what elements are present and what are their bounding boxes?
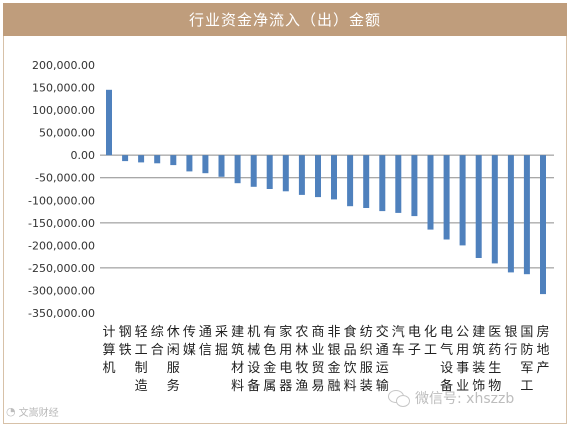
x-category-label: 通信 xyxy=(199,325,212,358)
bar xyxy=(395,155,402,213)
bar xyxy=(540,155,546,295)
bar xyxy=(170,155,177,166)
bar xyxy=(459,155,466,246)
bar xyxy=(315,155,321,198)
x-category-label: 公用事业 xyxy=(456,325,469,394)
x-category-label: 综合 xyxy=(151,325,164,358)
x-category-label: 建筑装饰 xyxy=(472,325,485,394)
source-watermark: ◔ 文嵩财经 xyxy=(6,404,59,419)
bar xyxy=(122,155,129,162)
wechat-watermark: 微信号: xhszzb xyxy=(388,388,514,408)
x-category-label: 食品饮料 xyxy=(344,324,357,394)
chart-frame xyxy=(3,3,567,424)
bar xyxy=(186,155,193,172)
x-category-label: 房地产 xyxy=(536,324,549,376)
bar xyxy=(507,155,514,273)
bar xyxy=(363,155,370,208)
x-category-label: 纺织服装 xyxy=(360,325,373,394)
bar xyxy=(491,155,498,264)
bar xyxy=(202,155,209,174)
bar xyxy=(234,155,241,184)
y-tick-label: -250,000.00 xyxy=(28,262,95,275)
grid-layer xyxy=(100,154,554,269)
x-category-label: 采掘 xyxy=(215,325,228,358)
y-tick-label: -350,000.00 xyxy=(28,307,95,320)
y-tick-label: -100,000.00 xyxy=(28,194,95,207)
bar xyxy=(379,155,386,212)
x-category-label: 汽车 xyxy=(392,325,405,358)
y-tick-label: 150,000.00 xyxy=(32,82,95,95)
y-tick-label: 50,000.00 xyxy=(39,127,95,140)
bar xyxy=(427,155,434,230)
y-axis-ticks: 200,000.00 150,000.00 100,000.00 50,000.00 0… xyxy=(28,59,95,320)
x-category-label: 国防军工 xyxy=(520,325,533,394)
x-category-label: 交通运输 xyxy=(376,324,389,394)
x-axis-category-labels: 计算机钢铁轻工制造综合休闲服务传媒通信采掘建筑材料机械设备有色金属家用电器农林牧… xyxy=(102,324,549,394)
x-category-label: 电气设备 xyxy=(440,325,453,394)
bar xyxy=(218,155,225,177)
bar xyxy=(411,155,418,217)
chart-title: 行业资金净流入（出）金额 xyxy=(3,3,567,36)
wechat-icon xyxy=(388,389,410,407)
bar xyxy=(443,155,450,240)
wechat-watermark-text: 微信号: xhszzb xyxy=(415,391,515,407)
y-tick-label: 100,000.00 xyxy=(32,104,95,117)
bar-series xyxy=(106,89,546,295)
bar xyxy=(347,155,354,207)
bar xyxy=(106,89,112,156)
weibo-icon: ◔ xyxy=(6,405,16,418)
y-tick-label: 0.00 xyxy=(71,149,96,162)
x-category-label: 电子 xyxy=(408,325,421,358)
x-category-label: 有色金属 xyxy=(263,325,276,394)
x-category-label: 农林牧渔 xyxy=(295,325,308,394)
x-category-label: 银行 xyxy=(504,325,517,358)
x-category-label: 化工 xyxy=(424,325,437,358)
x-category-label: 计算机 xyxy=(102,325,115,376)
x-category-label: 钢铁 xyxy=(119,325,132,358)
bar xyxy=(475,155,482,258)
y-tick-label: -150,000.00 xyxy=(28,217,95,230)
bar xyxy=(523,155,530,275)
x-category-label: 商业贸易 xyxy=(311,325,324,394)
bar xyxy=(266,155,273,189)
x-category-label: 机械设备 xyxy=(247,325,260,394)
x-category-label: 建筑材料 xyxy=(231,325,244,394)
y-tick-label: -200,000.00 xyxy=(28,239,95,252)
bar xyxy=(138,155,145,163)
bar xyxy=(298,155,305,195)
bar xyxy=(331,155,337,200)
x-category-label: 医药生物 xyxy=(488,325,501,394)
bar xyxy=(282,155,289,192)
bar xyxy=(250,155,257,187)
x-category-label: 传媒 xyxy=(183,325,196,358)
x-category-label: 轻工制造 xyxy=(135,325,148,394)
y-tick-label: 200,000.00 xyxy=(32,59,95,72)
bar xyxy=(154,155,161,164)
x-category-label: 休闲服务 xyxy=(167,325,180,394)
source-watermark-text: 文嵩财经 xyxy=(18,408,59,419)
x-category-label: 非银金融 xyxy=(327,325,340,394)
y-tick-label: -50,000.00 xyxy=(35,172,95,185)
y-tick-label: -300,000.00 xyxy=(28,284,95,297)
x-category-label: 家用电器 xyxy=(279,324,292,394)
